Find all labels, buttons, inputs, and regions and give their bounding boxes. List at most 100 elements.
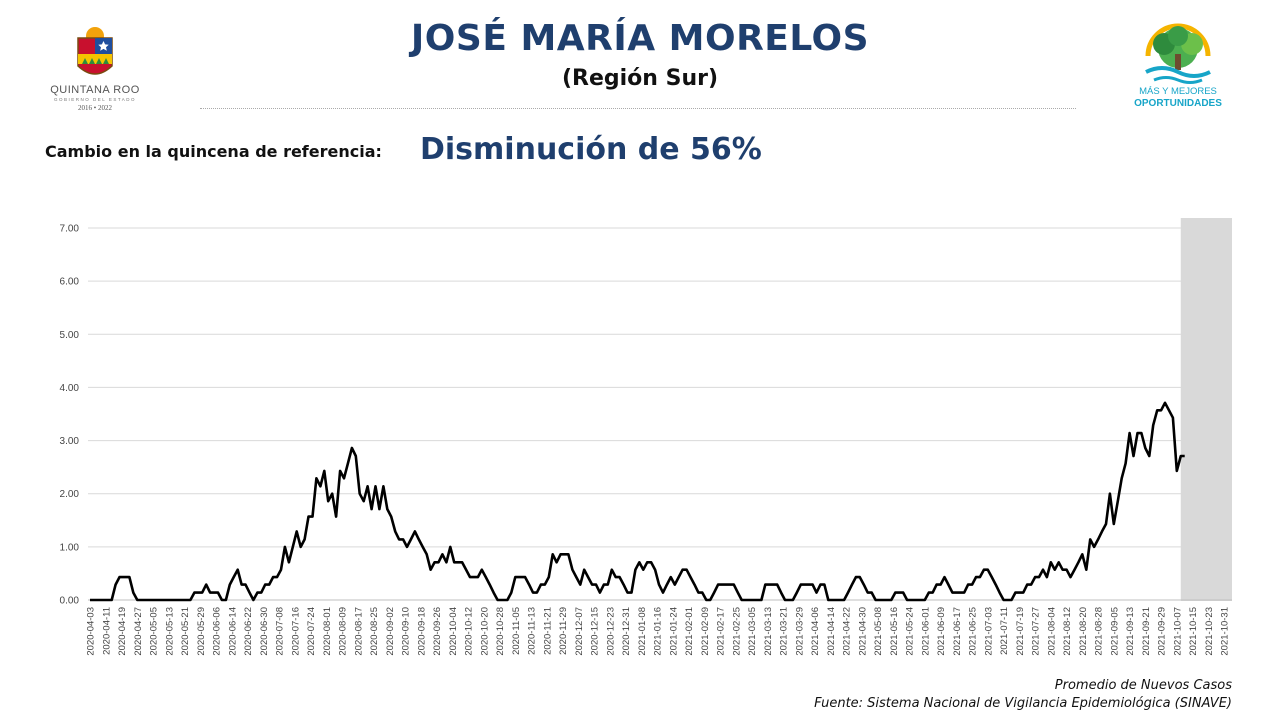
x-tick-label: 2021-09-29 <box>1157 607 1168 656</box>
x-tick-label: 2020-04-11 <box>101 607 112 655</box>
x-tick-label: 2021-05-16 <box>889 607 900 656</box>
x-tick-label: 2021-09-05 <box>1109 607 1120 656</box>
x-tick-label: 2020-12-07 <box>574 607 585 656</box>
x-tick-label: 2020-08-25 <box>369 607 380 656</box>
change-label: Cambio en la quincena de referencia: <box>45 142 382 161</box>
x-tick-label: 2020-09-02 <box>385 607 396 656</box>
y-tick-label: 1.00 <box>60 542 80 553</box>
x-tick-label: 2021-08-04 <box>1046 607 1057 656</box>
x-tick-label: 2020-07-16 <box>290 607 301 656</box>
x-tick-label: 2020-12-15 <box>590 607 601 656</box>
x-tick-label: 2021-04-22 <box>842 607 853 656</box>
x-tick-label: 2021-10-15 <box>1188 607 1199 656</box>
x-tick-label: 2020-07-24 <box>306 607 317 656</box>
x-tick-label: 2021-06-09 <box>936 607 947 656</box>
change-value: Disminución de 56% <box>420 132 762 167</box>
x-tick-label: 2021-09-21 <box>1141 607 1152 656</box>
y-tick-label: 4.00 <box>60 383 80 394</box>
x-tick-label: 2021-02-25 <box>731 607 742 656</box>
new-cases-chart: 0.00 1.00 2.00 3.00 4.00 5.00 6.00 7.00 2020-04… <box>60 218 1232 656</box>
x-tick-label: 2021-01-16 <box>653 607 664 656</box>
highlight-region <box>1180 218 1232 601</box>
x-tick-label: 2020-09-18 <box>416 607 427 656</box>
x-tick-label: 2020-10-20 <box>479 607 490 656</box>
x-tick-label: 2020-12-31 <box>621 607 632 656</box>
x-tick-label: 2021-06-25 <box>968 607 979 656</box>
x-tick-label: 2021-08-28 <box>1094 607 1105 656</box>
series-line <box>90 401 1185 602</box>
x-tick-label: 2021-07-19 <box>1015 607 1026 656</box>
x-tick-label: 2020-05-13 <box>164 607 175 656</box>
x-tick-label: 2021-04-30 <box>857 607 868 656</box>
government-label: GOBIERNO DEL ESTADO <box>53 97 136 102</box>
x-tick-label: 2021-10-31 <box>1220 607 1231 656</box>
x-tick-label: 2020-11-21 <box>542 607 553 655</box>
x-tick-label: 2021-06-01 <box>920 607 931 656</box>
x-tick-label: 2020-10-28 <box>495 607 506 656</box>
x-tick-label: 2021-09-13 <box>1125 607 1136 656</box>
page-subtitle: (Región Sur) <box>561 66 719 91</box>
y-tick-label: 3.00 <box>60 436 80 447</box>
x-tick-label: 2020-06-14 <box>227 607 238 656</box>
x-tick-label: 2020-10-12 <box>464 607 475 656</box>
x-tick-label: 2021-01-24 <box>668 607 679 656</box>
x-tick-label: 2021-05-08 <box>873 607 884 656</box>
x-tick-label: 2021-10-07 <box>1172 607 1183 656</box>
x-tick-label: 2021-02-01 <box>684 607 695 656</box>
x-tick-label: 2020-07-08 <box>275 607 286 656</box>
x-tick-label: 2021-08-20 <box>1078 607 1089 656</box>
state-shield-icon <box>77 27 113 75</box>
x-tick-label: 2020-05-05 <box>149 607 160 656</box>
x-tick-label: 2021-07-11 <box>999 607 1010 655</box>
state-name: QUINTANA ROO <box>50 84 140 96</box>
y-tick-label: 2.00 <box>60 489 80 500</box>
x-tick-label: 2021-03-05 <box>747 607 758 656</box>
x-tick-label: 2021-03-29 <box>794 607 805 656</box>
y-tick-label: 6.00 <box>60 277 80 288</box>
x-tick-label: 2020-05-29 <box>196 607 207 656</box>
mas-oportunidades-logo: MÁS Y MEJORES OPORTUNIDADES <box>1126 20 1230 112</box>
x-tick-label: 2020-05-21 <box>180 607 191 656</box>
x-tick-label: 2020-06-30 <box>259 607 270 656</box>
x-tick-label: 2021-04-06 <box>810 607 821 656</box>
slogan-line1: MÁS Y MEJORES <box>1139 86 1217 97</box>
x-tick-label: 2021-10-23 <box>1204 607 1215 656</box>
x-tick-label: 2020-11-05 <box>511 607 522 655</box>
x-tick-label: 2020-09-26 <box>432 607 443 656</box>
x-tick-label: 2020-06-06 <box>212 607 223 656</box>
y-tick-label: 5.00 <box>60 330 80 341</box>
page-title: JOSÉ MARÍA MORELOS <box>410 18 870 59</box>
x-tick-label: 2021-03-13 <box>763 607 774 656</box>
y-tick-label: 0.00 <box>60 596 80 607</box>
x-tick-label: 2020-10-04 <box>448 607 459 656</box>
x-tick-label: 2020-04-03 <box>86 607 97 656</box>
x-tick-label: 2021-03-21 <box>779 607 790 656</box>
x-tick-label: 2020-08-09 <box>338 607 349 656</box>
y-tick-label: 7.00 <box>60 224 80 235</box>
tree-icon <box>1145 23 1211 84</box>
x-tick-label: 2021-07-03 <box>983 607 994 656</box>
x-tick-label: 2020-08-17 <box>353 607 364 656</box>
x-tick-label: 2020-09-10 <box>401 607 412 656</box>
x-tick-label: 2020-11-13 <box>527 607 538 655</box>
x-tick-label: 2021-01-08 <box>637 607 648 656</box>
x-tick-label: 2021-02-17 <box>716 607 727 656</box>
quintana-roo-logo: QUINTANA ROO GOBIERNO DEL ESTADO 2016 • … <box>40 18 150 114</box>
x-tick-label: 2021-02-09 <box>700 607 711 656</box>
header-divider <box>200 108 1076 109</box>
x-tick-label: 2020-06-22 <box>243 607 254 656</box>
government-years: 2016 • 2022 <box>78 104 112 112</box>
series-note: Promedio de Nuevos Casos <box>1054 678 1232 693</box>
x-tick-label: 2021-05-24 <box>905 607 916 656</box>
x-tick-label: 2020-08-01 <box>322 607 333 656</box>
slogan-line2: OPORTUNIDADES <box>1134 98 1222 109</box>
x-tick-label: 2020-11-29 <box>558 607 569 655</box>
x-tick-label: 2021-04-14 <box>826 607 837 656</box>
x-tick-label: 2021-06-17 <box>952 607 963 656</box>
x-tick-label: 2020-04-27 <box>133 607 144 656</box>
x-tick-label: 2020-12-23 <box>605 607 616 656</box>
x-tick-label: 2020-04-19 <box>117 607 128 656</box>
x-tick-label: 2021-08-12 <box>1062 607 1073 656</box>
source-note: Fuente: Sistema Nacional de Vigilancia E… <box>814 696 1232 711</box>
x-tick-label: 2021-07-27 <box>1031 607 1042 656</box>
